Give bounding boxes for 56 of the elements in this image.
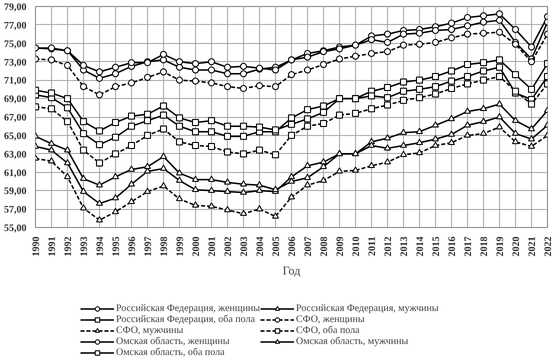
x-tick-label: 2011: [367, 236, 378, 256]
x-axis-title: Год: [282, 264, 300, 278]
x-tick-label: 2012: [383, 236, 394, 256]
x-tick-label: 2020: [511, 236, 522, 256]
x-tick-label: 2006: [287, 236, 298, 256]
x-tick-label: 2002: [223, 236, 234, 256]
legend-label: СФО, женщины: [296, 314, 365, 325]
x-tick-label: 2017: [463, 236, 474, 256]
y-tick-label: 65,00: [4, 130, 26, 142]
x-tick-label: 1991: [47, 236, 58, 256]
legend-label: СФО, оба пола: [296, 325, 360, 336]
x-tick-label: 1995: [111, 236, 122, 256]
x-tick-label: 1998: [159, 236, 170, 256]
y-tick-label: 75,00: [4, 38, 26, 50]
y-tick-label: 67,00: [4, 112, 26, 124]
x-tick-label: 2007: [303, 236, 314, 256]
y-tick-label: 69,00: [4, 94, 26, 106]
x-tick-label: 2004: [255, 236, 266, 256]
legend-label: Омская область, женщины: [116, 336, 230, 347]
y-tick-label: 55,00: [4, 223, 26, 234]
x-tick-label: 2014: [415, 236, 426, 256]
x-tick-label: 1993: [79, 236, 90, 256]
y-tick-label: 73,00: [4, 57, 26, 68]
x-tick-label: 2008: [319, 236, 330, 256]
x-tick-label: 2013: [399, 236, 410, 256]
legend-label: Российская Федерация, мужчины: [296, 303, 439, 314]
x-tick-label: 1999: [175, 236, 186, 256]
legend-label: Российская Федерация, оба пола: [116, 314, 255, 325]
y-tick-label: 59,00: [4, 186, 26, 198]
y-tick-label: 77,00: [4, 20, 26, 32]
y-tick-label: 71,00: [4, 76, 26, 87]
x-tick-label: 2010: [351, 236, 362, 256]
y-tick-label: 79,00: [4, 2, 26, 13]
y-tick-label: 63,00: [4, 149, 26, 160]
x-tick-label: 2018: [479, 236, 490, 256]
x-tick-label: 2016: [447, 236, 458, 256]
x-tick-label: 2022: [543, 236, 554, 256]
x-tick-label: 2005: [271, 236, 282, 256]
x-tick-label: 2021: [527, 236, 538, 256]
x-tick-label: 2019: [495, 236, 506, 256]
x-tick-label: 2009: [335, 236, 346, 256]
x-tick-label: 1997: [143, 236, 154, 256]
y-tick-label: 61,00: [4, 168, 26, 179]
x-tick-label: 2001: [207, 236, 218, 256]
legend-label: Российская Федерация, женщины: [116, 303, 260, 314]
x-tick-label: 1992: [63, 236, 74, 256]
x-tick-label: 2000: [191, 236, 202, 256]
x-tick-label: 1996: [127, 236, 138, 256]
x-tick-label: 1990: [31, 236, 42, 256]
legend-label: Омская область, оба пола: [116, 347, 225, 358]
legend-label: Омская область, мужчины: [296, 336, 408, 347]
x-tick-label: 2015: [431, 236, 442, 256]
legend-label: СФО, мужчины: [116, 325, 184, 336]
x-tick-label: 1994: [95, 236, 106, 256]
y-tick-label: 57,00: [4, 204, 26, 216]
x-tick-label: 2003: [239, 236, 250, 256]
